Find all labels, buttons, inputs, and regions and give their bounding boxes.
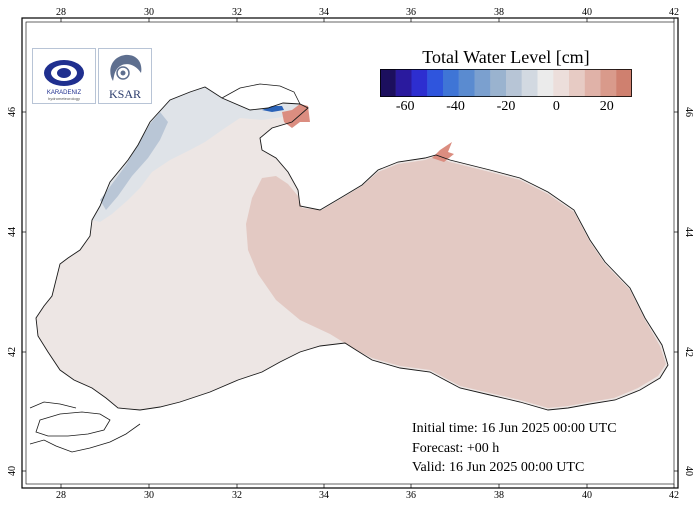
- sea-of-marmara: [36, 412, 110, 436]
- lon-label-bottom: 42: [669, 490, 679, 501]
- colorbar-cell: [411, 69, 428, 97]
- lon-label-bottom: 32: [232, 490, 242, 501]
- lat-label-left: 40: [7, 466, 18, 476]
- lon-label-bottom: 40: [582, 490, 592, 501]
- lat-label-left: 46: [7, 107, 18, 117]
- colorbar-cell: [506, 69, 522, 97]
- colorbar-label: 0: [552, 99, 560, 114]
- colorbar-cell: [616, 69, 632, 97]
- lat-label-right: 40: [683, 466, 694, 476]
- lat-label-left: 42: [7, 347, 18, 357]
- colorbar-cell: [521, 69, 538, 97]
- colorbar-cell: [553, 69, 570, 97]
- sea-coastal-strip: [100, 112, 168, 210]
- lat-label-left: 44: [7, 227, 18, 237]
- colorbar-cell: [395, 69, 412, 97]
- colorbar-cell: [600, 69, 617, 97]
- colorbar-label: -40: [446, 99, 465, 114]
- sea-hot-spot-east: [432, 142, 454, 162]
- colorbar-label: 20: [599, 99, 614, 114]
- colorbar-cell: [537, 69, 554, 97]
- lon-label-top: 42: [669, 7, 679, 18]
- lat-label-right: 42: [683, 347, 694, 357]
- lon-label-bottom: 28: [56, 490, 66, 501]
- lon-label-bottom: 36: [406, 490, 416, 501]
- lon-label-top: 32: [232, 7, 242, 18]
- sea-hot-spot-azov: [282, 104, 310, 128]
- colorbar-cell: [427, 69, 444, 97]
- colorbar-border: [380, 69, 632, 97]
- coastline-marmara: [35, 411, 111, 437]
- colorbar-label: -20: [496, 99, 516, 114]
- colorbar-cell: [443, 69, 459, 97]
- initial-time-text: Initial time: 16 Jun 2025 00:00 UTC: [412, 421, 617, 436]
- colorbar-label: -60: [395, 99, 415, 114]
- logo-left-emblem-icon: [44, 60, 84, 86]
- colorbar-cell: [490, 69, 507, 97]
- colorbar-cell: [584, 69, 601, 97]
- coastline-main: [35, 86, 669, 411]
- lon-label-top: 38: [494, 7, 504, 18]
- colorbar-title: Total Water Level [cm]: [422, 47, 590, 67]
- lat-label-right: 44: [683, 227, 694, 237]
- map-axis-ticks: 28 28 30 30 32 32 34 34 36 36 38 38 40 40 42 42 40 40 42 42…: [7, 7, 694, 501]
- logo-left: KARADENIZ hydrometeorology: [32, 48, 96, 104]
- logo-left-subtitle: hydrometeorology: [47, 96, 81, 101]
- lon-label-top: 30: [144, 7, 154, 18]
- coastline-aegean: [29, 401, 141, 453]
- forecast-text: Forecast: +00 h: [412, 441, 500, 456]
- colorbar-cell: [380, 69, 396, 97]
- sea-eastern-warm-region: [246, 156, 666, 408]
- coastline-azov-inner: [221, 83, 301, 105]
- valid-time-text: Valid: 16 Jun 2025 00:00 UTC: [412, 460, 585, 475]
- logo-right-name: KSAR: [108, 87, 141, 101]
- lon-label-top: 34: [319, 7, 329, 18]
- lat-label-right: 46: [683, 107, 694, 117]
- lon-label-bottom: 38: [494, 490, 504, 501]
- lon-label-top: 36: [406, 7, 416, 18]
- lon-label-top: 40: [582, 7, 592, 18]
- colorbar: [380, 69, 632, 97]
- colorbar-cell: [458, 69, 475, 97]
- lon-label-bottom: 30: [144, 490, 154, 501]
- map-inner-frame: [25, 21, 675, 485]
- logo-right: KSAR: [98, 48, 152, 104]
- colorbar-cell: [474, 69, 491, 97]
- lon-label-top: 28: [56, 7, 66, 18]
- lon-label-bottom: 34: [319, 490, 329, 501]
- logo-left-name: KARADENIZ: [46, 90, 82, 96]
- colorbar-cell: [569, 69, 585, 97]
- logo-right-emblem-icon: [110, 54, 142, 81]
- sea-azov-blue-patch: [262, 106, 284, 112]
